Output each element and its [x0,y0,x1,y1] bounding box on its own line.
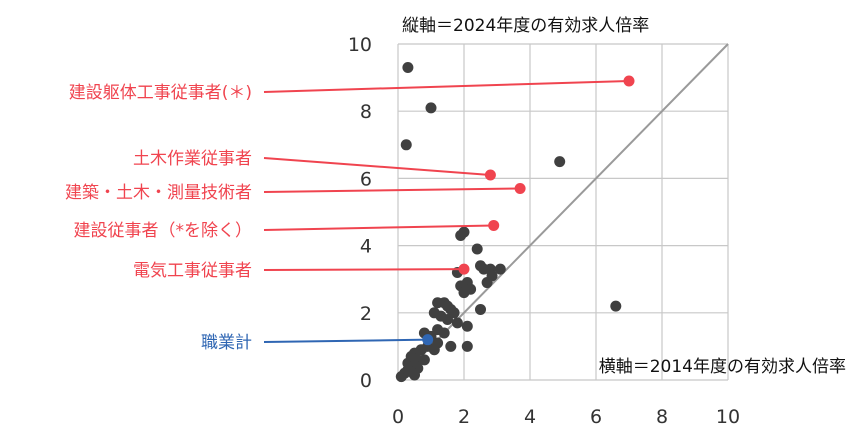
highlight-label: 建築・土木・測量技術者 [65,183,252,203]
leader-line [263,157,491,177]
x-axis-ticks: 0 2 4 6 8 10 [392,406,740,428]
data-point [418,354,430,366]
data-point [402,364,414,376]
data-point [475,303,486,315]
data-point [461,340,473,352]
y-tick-label: 4 [360,236,372,258]
data-point [445,340,457,352]
data-point [458,287,470,299]
data-point [471,243,483,255]
data-point [451,317,463,329]
data-point [402,62,414,74]
highlighted-point [458,263,470,275]
data-point [494,263,506,275]
data-point [461,320,473,332]
leader-line [263,338,428,343]
highlight-label: 土木作業従事者 [133,149,252,169]
x-tick-label: 8 [656,406,668,428]
data-point [481,277,493,289]
data-point [428,344,440,356]
plot-grid [397,43,729,381]
highlight-label: 建設従事者（*を除く） [74,221,253,241]
highlight-label: 建設躯体工事従事者(＊) [69,83,252,103]
leader-line [263,187,521,193]
highlighted-point [514,182,526,194]
leader-line [263,224,494,231]
highlighted-point [623,75,635,87]
data-point [610,300,622,312]
data-point [458,226,470,238]
y-axis-label: 縦軸＝2024年度の有効求人倍率 [402,16,649,36]
data-point [425,102,437,114]
x-axis-label: 横軸＝2014年度の有効求人倍率 [599,357,846,377]
highlighted-point [488,219,500,231]
x-tick-label: 10 [716,406,740,428]
data-point [442,314,453,326]
y-tick-label: 8 [360,101,372,123]
data-point [554,156,566,168]
leader-line [263,268,465,271]
data-point [395,371,407,383]
y-tick-label: 2 [360,303,372,325]
x-tick-label: 2 [458,406,470,428]
x-tick-label: 0 [392,406,404,428]
highlighted-points: 建設躯体工事従事者(＊) 土木作業従事者建築・土木・測量技術者建設従事者（*を除く… [65,75,635,353]
data-point [438,327,450,339]
highlight-label: 職業計 [201,333,252,353]
x-tick-label: 4 [524,406,536,428]
y-axis-ticks: 0 2 4 6 8 10 [348,34,372,392]
data-point [400,139,412,151]
x-tick-label: 6 [590,406,602,428]
y-tick-label: 0 [360,370,372,392]
highlight-label: 電気工事従事者 [133,261,252,281]
y-tick-label: 10 [348,34,372,56]
y-tick-label: 6 [360,168,372,190]
total-point [422,334,434,346]
highlighted-point [484,169,496,181]
data-point [448,307,460,319]
data-points [395,62,622,383]
leader-line [263,79,630,93]
